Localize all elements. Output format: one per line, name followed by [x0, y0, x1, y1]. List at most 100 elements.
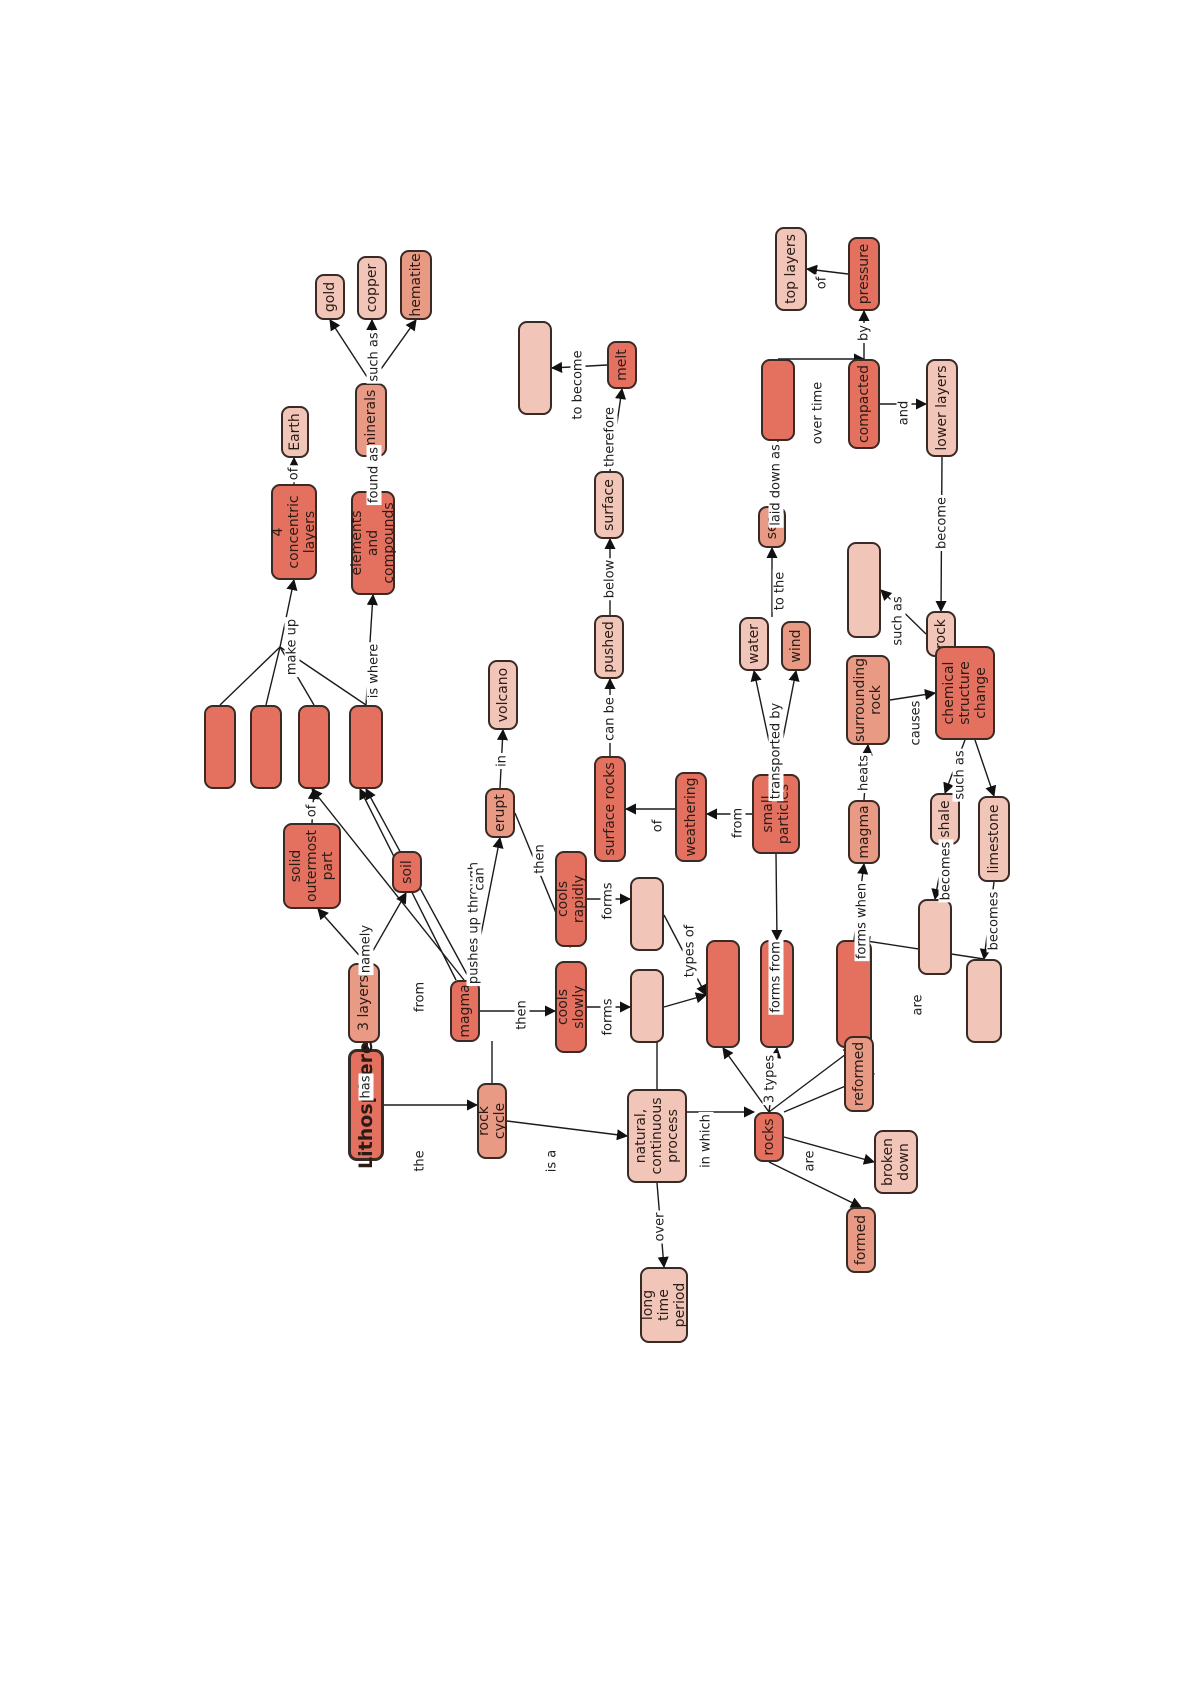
connector-line [974, 739, 997, 798]
node-natural-continuous-process: natural, continuous process [627, 1089, 687, 1183]
link-is-a: is a [544, 1147, 560, 1175]
link-three-types: 3 types [762, 1052, 778, 1106]
node-four-concentric-layers: 4 concentric layers [270, 484, 318, 580]
node-rock-type-1 [706, 940, 740, 1048]
connector-line [805, 264, 849, 276]
link-becomes-limestone: becomes [986, 889, 1002, 953]
node-magma: magma [450, 980, 480, 1042]
link-forms-when: forms when [854, 880, 870, 962]
connector-line [768, 1047, 855, 1113]
node-copper: copper [357, 256, 387, 320]
link-by: by [856, 323, 872, 343]
link-then-slowly: then [514, 998, 530, 1032]
node-surface: surface [594, 471, 624, 539]
node-cools-slowly: cools slowly [555, 961, 587, 1053]
node-elements-and-compounds: elements and compounds [349, 491, 397, 595]
connector-line [506, 1120, 629, 1141]
link-heats: heats [856, 752, 872, 794]
link-then-rapidly: then [532, 842, 548, 876]
link-forms-rapidly: forms [600, 880, 616, 922]
node-volcano: volcano [488, 660, 518, 730]
link-become: become [934, 494, 950, 552]
node-top-layers: top layers [775, 227, 807, 311]
link-types-of: types of [682, 922, 698, 980]
node-hematite: hematite [400, 250, 432, 320]
link-of-weathering: of [650, 817, 666, 835]
connector-line [771, 853, 783, 942]
node-melt-result [518, 321, 552, 415]
node-slow-type [630, 969, 664, 1043]
link-to-the: to the [772, 569, 788, 613]
link-are-rocks: are [802, 1148, 818, 1174]
node-earth: Earth [281, 406, 309, 458]
link-from: from [412, 979, 428, 1015]
link-of-layer: of [304, 802, 320, 820]
node-soil: soil [392, 851, 422, 893]
node-rocks: rocks [754, 1112, 784, 1162]
link-is-where: is where [366, 641, 382, 701]
link-to-become: to become [570, 348, 586, 422]
connector-line [311, 788, 465, 981]
node-shale-becomes [918, 899, 952, 975]
connector-line [265, 646, 281, 706]
connector-line [317, 908, 367, 964]
link-such-as-minerals: such as [366, 330, 382, 384]
node-lower-layers: lower layers [926, 359, 958, 457]
link-can-be: can be [602, 695, 618, 743]
node-weathering: weathering [675, 772, 707, 862]
link-laid-down-as: laid down as [768, 442, 784, 528]
link-make-up: make up [284, 616, 300, 678]
link-in-which: in which [698, 1112, 714, 1170]
node-surrounding-rock: surrounding rock [846, 655, 890, 745]
connector-line [663, 992, 708, 1008]
node-pushed: pushed [594, 615, 624, 679]
link-the: the [412, 1148, 428, 1174]
link-over-time: over time [810, 379, 826, 447]
link-can: can [472, 865, 488, 893]
link-transported-by: transported by [768, 700, 784, 802]
node-gold: gold [315, 274, 345, 320]
link-namely: namely [358, 922, 374, 976]
connector-line [279, 578, 298, 648]
connector-line [722, 1047, 770, 1113]
link-and: and [896, 398, 912, 428]
link-has: has [358, 1073, 374, 1101]
connector-line [768, 1161, 863, 1208]
link-are-types: are [910, 992, 926, 1018]
node-wind: wind [781, 621, 811, 671]
node-broken-down: broken down [874, 1130, 918, 1194]
connector-line [783, 1136, 876, 1165]
link-causes: causes [908, 698, 924, 748]
link-in: in [494, 753, 510, 769]
link-over: over [652, 1210, 668, 1244]
link-therefore: therefore [602, 405, 618, 469]
node-rock-cycle: rock cycle [476, 1083, 508, 1159]
node-layer-d [349, 705, 383, 789]
node-pressure: pressure [848, 237, 880, 311]
link-below: below [602, 557, 618, 601]
node-erupt: erupt [485, 788, 515, 838]
node-compacted: compacted [848, 359, 880, 449]
node-cools-rapidly: cools rapidly [555, 851, 587, 947]
node-surface-rocks: surface rocks [594, 756, 626, 862]
node-limestone: limestone [978, 796, 1010, 882]
node-laid-down-result [761, 359, 795, 441]
node-limestone-becomes [966, 959, 1002, 1043]
link-becomes-shale: becomes [938, 839, 954, 903]
node-rapid-type [630, 877, 664, 951]
link-such-as-change: such as [952, 748, 968, 802]
node-formed: formed [846, 1207, 876, 1273]
node-chemical-structure-change: chemical structure change [935, 646, 995, 740]
link-such-as-rock: such as [890, 594, 906, 648]
node-reformed: reformed [844, 1036, 874, 1112]
connector-line [889, 689, 937, 701]
link-forms-slowly: forms [600, 996, 616, 1038]
link-forms-from: forms from [768, 939, 784, 1015]
node-magma-heats: magma [848, 800, 880, 864]
node-long-time-period: long time period [640, 1267, 688, 1343]
link-from-particles: from [730, 805, 746, 841]
connector-line [219, 646, 281, 706]
node-rock-example [847, 542, 881, 638]
